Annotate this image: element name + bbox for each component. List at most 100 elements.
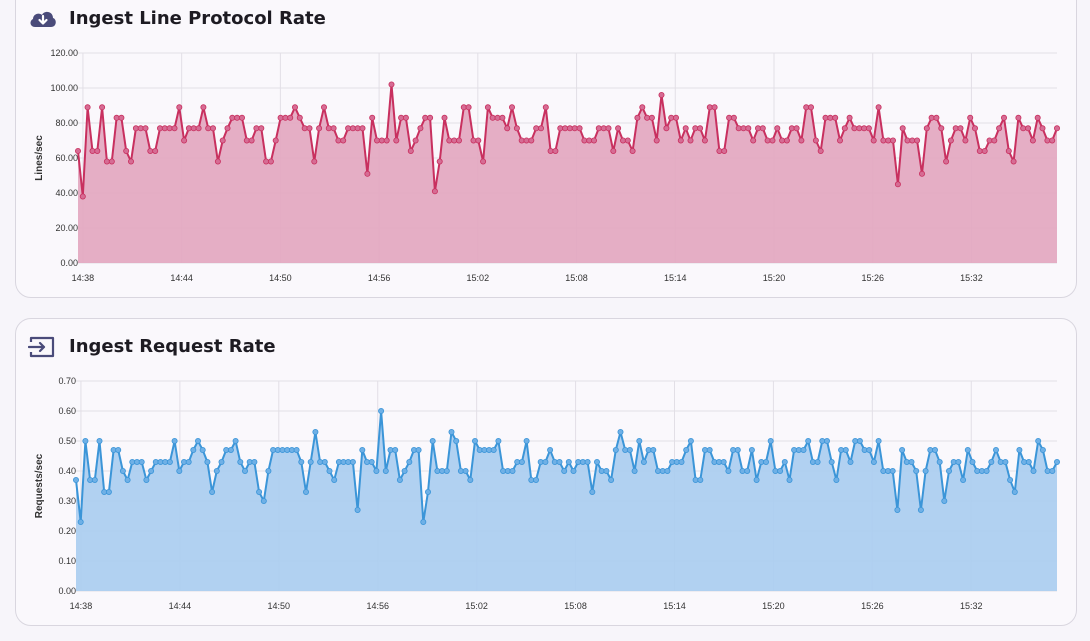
data-point[interactable]: [251, 458, 258, 465]
data-point[interactable]: [617, 428, 624, 435]
data-point[interactable]: [382, 467, 389, 474]
data-point[interactable]: [711, 104, 718, 111]
data-point[interactable]: [960, 476, 967, 483]
data-point[interactable]: [899, 125, 906, 132]
data-point[interactable]: [908, 458, 915, 465]
data-point[interactable]: [1039, 125, 1046, 132]
data-point[interactable]: [837, 137, 844, 144]
data-point[interactable]: [899, 446, 906, 453]
data-point[interactable]: [185, 458, 192, 465]
data-point[interactable]: [467, 476, 474, 483]
data-point[interactable]: [1007, 476, 1014, 483]
data-point[interactable]: [1002, 458, 1009, 465]
data-point[interactable]: [296, 114, 303, 121]
data-point[interactable]: [1049, 467, 1056, 474]
data-point[interactable]: [805, 437, 812, 444]
data-point[interactable]: [108, 158, 115, 165]
data-point[interactable]: [640, 458, 647, 465]
data-point[interactable]: [781, 458, 788, 465]
data-point[interactable]: [687, 137, 694, 144]
data-point[interactable]: [842, 446, 849, 453]
data-point[interactable]: [431, 188, 438, 195]
data-point[interactable]: [368, 458, 375, 465]
data-point[interactable]: [1030, 467, 1037, 474]
data-point[interactable]: [190, 446, 197, 453]
data-point[interactable]: [307, 458, 314, 465]
data-point[interactable]: [475, 137, 482, 144]
data-point[interactable]: [972, 125, 979, 132]
data-point[interactable]: [312, 428, 319, 435]
data-point[interactable]: [298, 458, 305, 465]
data-point[interactable]: [82, 437, 89, 444]
data-point[interactable]: [798, 137, 805, 144]
data-point[interactable]: [465, 104, 472, 111]
data-point[interactable]: [415, 446, 422, 453]
data-point[interactable]: [832, 114, 839, 121]
data-point[interactable]: [306, 125, 313, 132]
data-point[interactable]: [875, 104, 882, 111]
data-point[interactable]: [824, 437, 831, 444]
data-point[interactable]: [612, 446, 619, 453]
data-point[interactable]: [615, 125, 622, 132]
data-point[interactable]: [232, 437, 239, 444]
data-point[interactable]: [759, 125, 766, 132]
data-point[interactable]: [96, 437, 103, 444]
data-point[interactable]: [331, 476, 338, 483]
data-point[interactable]: [865, 125, 872, 132]
data-point[interactable]: [697, 476, 704, 483]
data-point[interactable]: [856, 437, 863, 444]
data-point[interactable]: [406, 458, 413, 465]
data-point[interactable]: [658, 92, 665, 99]
data-point[interactable]: [504, 125, 511, 132]
data-point[interactable]: [542, 104, 549, 111]
data-point[interactable]: [962, 137, 969, 144]
data-point[interactable]: [1035, 437, 1042, 444]
data-point[interactable]: [894, 506, 901, 513]
data-point[interactable]: [1016, 446, 1023, 453]
data-point[interactable]: [610, 147, 617, 154]
data-point[interactable]: [396, 476, 403, 483]
data-point[interactable]: [349, 458, 356, 465]
data-point[interactable]: [683, 446, 690, 453]
data-point[interactable]: [678, 458, 685, 465]
data-point[interactable]: [218, 458, 225, 465]
data-point[interactable]: [919, 170, 926, 177]
data-point[interactable]: [866, 446, 873, 453]
data-point[interactable]: [364, 170, 371, 177]
data-point[interactable]: [565, 458, 572, 465]
data-point[interactable]: [664, 467, 671, 474]
data-point[interactable]: [1011, 488, 1018, 495]
data-point[interactable]: [745, 125, 752, 132]
data-point[interactable]: [663, 125, 670, 132]
data-point[interactable]: [1001, 114, 1008, 121]
data-point[interactable]: [841, 125, 848, 132]
data-point[interactable]: [996, 125, 1003, 132]
data-point[interactable]: [556, 458, 563, 465]
data-point[interactable]: [412, 137, 419, 144]
data-point[interactable]: [79, 193, 86, 200]
data-point[interactable]: [687, 437, 694, 444]
data-point[interactable]: [933, 114, 940, 121]
data-point[interactable]: [383, 137, 390, 144]
data-point[interactable]: [490, 446, 497, 453]
data-point[interactable]: [629, 147, 636, 154]
data-point[interactable]: [964, 446, 971, 453]
data-point[interactable]: [124, 476, 131, 483]
data-point[interactable]: [420, 519, 427, 526]
data-point[interactable]: [914, 137, 921, 144]
data-point[interactable]: [321, 458, 328, 465]
data-point[interactable]: [603, 467, 610, 474]
data-point[interactable]: [875, 437, 882, 444]
data-point[interactable]: [302, 488, 309, 495]
data-point[interactable]: [894, 181, 901, 188]
data-point[interactable]: [484, 104, 491, 111]
data-point[interactable]: [777, 467, 784, 474]
data-point[interactable]: [99, 104, 106, 111]
data-point[interactable]: [378, 407, 385, 414]
data-point[interactable]: [407, 147, 414, 154]
data-point[interactable]: [291, 104, 298, 111]
data-point[interactable]: [631, 467, 638, 474]
data-point[interactable]: [605, 125, 612, 132]
data-point[interactable]: [471, 437, 478, 444]
data-point[interactable]: [513, 125, 520, 132]
